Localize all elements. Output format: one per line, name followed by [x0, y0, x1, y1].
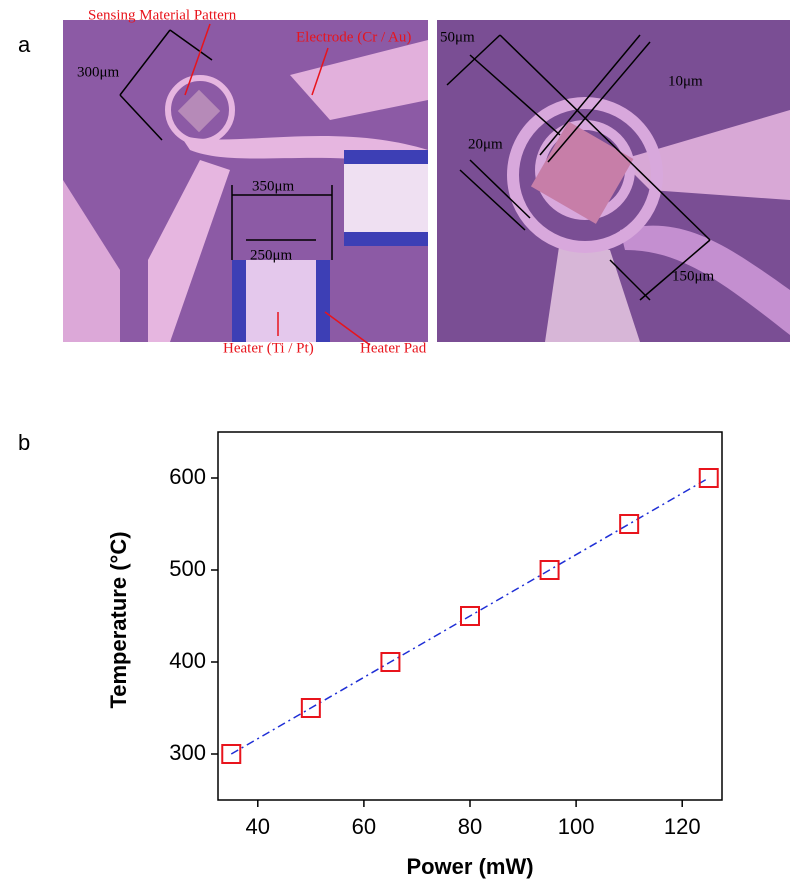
dimension: 150μm	[672, 268, 715, 284]
data-point	[698, 468, 719, 488]
dimension: 300μm	[77, 64, 120, 80]
dimension: 250μm	[250, 247, 293, 263]
data-point	[460, 606, 480, 626]
x-tick-label: 80	[458, 814, 482, 839]
dimension: 10μm	[668, 73, 703, 89]
data-point	[539, 560, 560, 580]
y-tick-label: 300	[169, 740, 206, 765]
y-axis-title: Temperature (°C)	[106, 531, 131, 708]
x-tick-label: 100	[558, 814, 595, 839]
x-tick-label: 120	[664, 814, 701, 839]
micrograph-left: Sensing Material Pattern Electrode (Cr /…	[63, 7, 428, 356]
data-point	[619, 514, 640, 534]
micrograph-right: 50μm 10μm 20μm 150μm	[437, 20, 790, 342]
panel-label: a	[18, 32, 31, 57]
dimension: 350μm	[252, 178, 295, 194]
x-tick-label: 40	[246, 814, 270, 839]
dimension: 50μm	[440, 29, 475, 45]
y-tick-label: 400	[169, 648, 206, 673]
trend-line	[230, 477, 710, 755]
annotation: Electrode (Cr / Au)	[296, 29, 411, 45]
data-point	[380, 652, 401, 672]
data-point	[300, 698, 321, 718]
annotation: Heater (Ti / Pt)	[223, 340, 314, 356]
annotation: Sensing Material Pattern	[88, 7, 237, 23]
x-tick-label: 60	[352, 814, 376, 839]
panel-label: b	[18, 430, 30, 455]
y-tick-label: 500	[169, 556, 206, 581]
y-tick-label: 600	[169, 464, 206, 489]
x-axis-title: Power (mW)	[406, 854, 533, 879]
dimension: 20μm	[468, 136, 503, 152]
annotation: Heater Pad	[360, 340, 427, 356]
data-point	[221, 744, 242, 764]
